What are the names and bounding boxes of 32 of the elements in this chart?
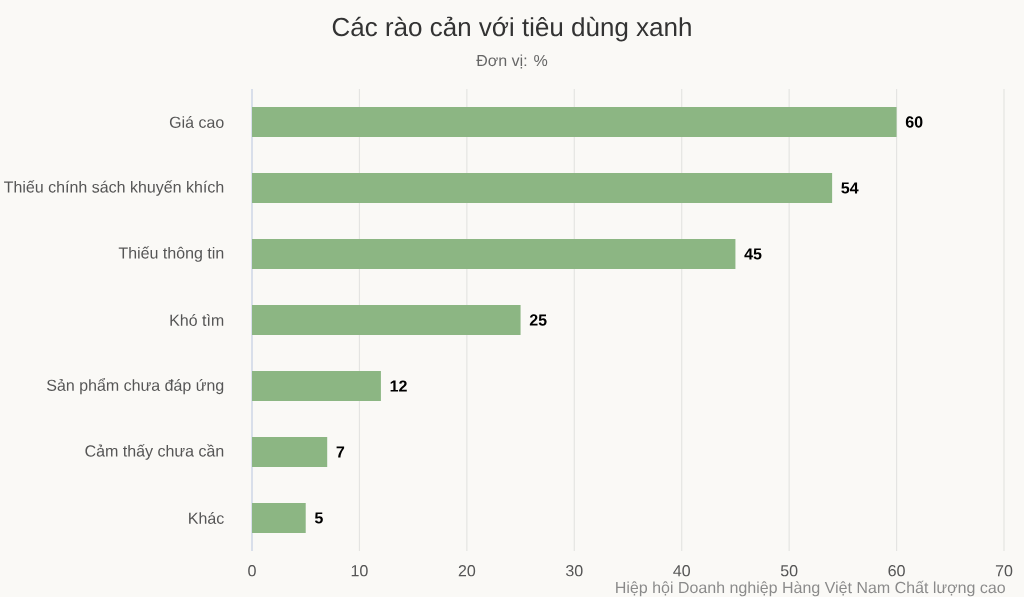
data-label: 54: [841, 182, 859, 194]
text: Hiệp hội Doanh nghiệp Hàng Việt Nam Chất lượng cao: [616, 580, 1005, 597]
bar: [252, 503, 306, 534]
y-tick-label: Thiếu thông tin: [118, 246, 224, 262]
x-tick-label: 50: [780, 565, 798, 577]
bar: [252, 437, 328, 468]
bar: [252, 371, 381, 402]
bar: [252, 239, 736, 270]
x-tick-label: 30: [566, 565, 583, 577]
data-label: 60: [905, 116, 923, 128]
bar: [252, 305, 521, 336]
y-tick-label: Cảm thấy chưa cần: [85, 444, 224, 460]
chart-subtitle: Đơn vị: %: [476, 54, 548, 69]
x-tick-label: 70: [995, 565, 1013, 577]
y-tick-label: Sản phẩm chưa đáp ứng: [47, 377, 224, 395]
data-label: 5: [314, 512, 323, 524]
data-label: 12: [390, 380, 407, 392]
data-label: 7: [336, 446, 345, 458]
data-label: 45: [744, 248, 762, 260]
x-tick-label: 10: [351, 565, 368, 577]
data-label: 25: [529, 314, 547, 326]
bar: [252, 107, 897, 138]
x-tick-label: 0: [248, 565, 256, 577]
chart-title: Các rào cản với tiêu dùng xanh: [332, 16, 691, 42]
x-tick-label: 60: [888, 565, 905, 577]
x-tick-label: 20: [458, 565, 476, 577]
bar: [252, 173, 833, 204]
y-tick-label: Giá cao: [169, 116, 224, 128]
x-tick-label: 40: [673, 565, 690, 577]
y-tick-label: Khó tìm: [170, 314, 224, 326]
y-tick-label: Khác: [189, 512, 224, 524]
y-tick-label: Thiếu chính sách khuyến khích: [4, 180, 224, 196]
